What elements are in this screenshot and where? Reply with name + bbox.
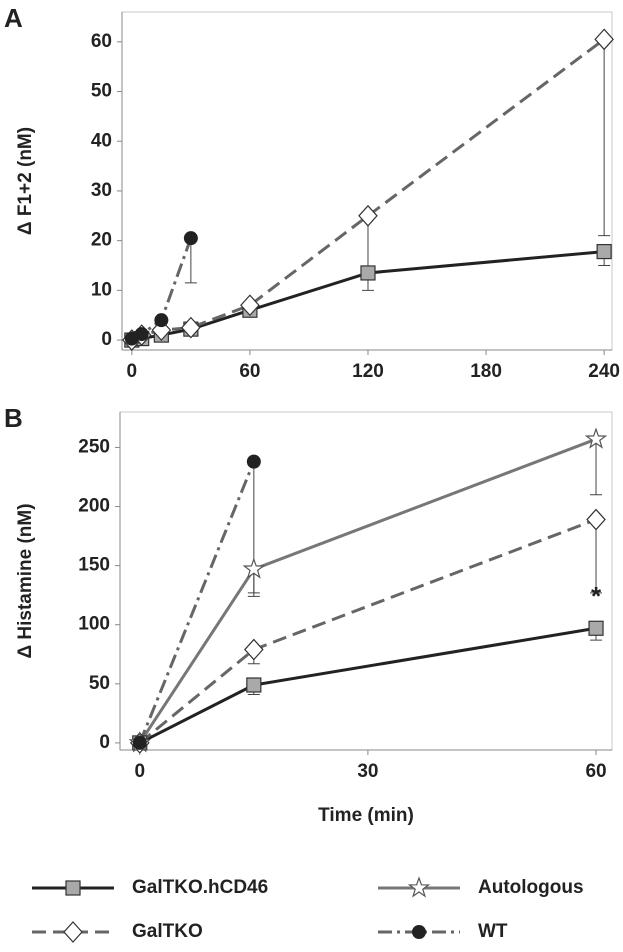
error-bar (598, 39, 611, 237)
x-tick-label: 60 (239, 361, 260, 382)
legend-label: GalTKO.hCD46 (132, 877, 268, 898)
plot-frame (121, 11, 613, 351)
y-tick-label: 0 (99, 732, 110, 753)
marker-diamond (586, 508, 606, 531)
marker-diamond (358, 204, 378, 227)
legend-marker (63, 921, 83, 943)
y-tick-label: 60 (91, 31, 112, 52)
y-axis-title: Δ F1+2 (nM) (15, 127, 36, 235)
error-bar (590, 439, 603, 496)
marker-circle (134, 327, 149, 342)
y-tick-label: 30 (91, 180, 112, 201)
marker-star (584, 427, 608, 449)
legend-marker (407, 876, 431, 898)
marker-square (588, 620, 604, 636)
y-axis-title: Δ Histamine (nM) (15, 503, 36, 658)
panel-label: A (4, 3, 23, 33)
error-bar (590, 519, 603, 594)
marker-square (246, 677, 262, 693)
x-tick-label: 0 (127, 361, 138, 382)
y-tick-label: 150 (78, 555, 110, 576)
marker-diamond (181, 316, 201, 339)
y-tick-label: 200 (78, 496, 110, 517)
y-tick-label: 100 (78, 614, 110, 635)
y-tick-label: 10 (91, 279, 112, 300)
marker-diamond (240, 294, 260, 317)
y-tick-label: 40 (91, 130, 112, 151)
y-tick-label: 20 (91, 230, 112, 251)
annotation: * (591, 581, 602, 611)
legend-label: Autologous (478, 877, 584, 898)
y-tick-label: 0 (101, 329, 112, 350)
x-tick-label: 120 (352, 361, 384, 382)
marker-circle (183, 231, 198, 246)
series-line (138, 461, 256, 744)
x-tick-label: 30 (357, 761, 378, 782)
x-tick-label: 0 (134, 761, 145, 782)
panel-label: B (4, 403, 23, 433)
legend-label: WT (478, 921, 508, 942)
x-axis-title: Time (min) (318, 805, 414, 826)
marker-circle (246, 454, 261, 469)
y-tick-label: 250 (78, 436, 110, 457)
y-tick-label: 50 (91, 81, 112, 102)
marker-diamond (594, 28, 614, 51)
x-tick-label: 240 (588, 361, 620, 382)
legend-marker (65, 880, 81, 896)
y-tick-label: 50 (89, 673, 110, 694)
marker-diamond (244, 638, 264, 661)
marker-square (360, 265, 376, 281)
marker-star (242, 557, 266, 579)
series-line (138, 437, 597, 744)
marker-circle (132, 735, 147, 750)
marker-square (596, 243, 612, 260)
legend-marker (412, 925, 426, 939)
x-tick-label: 180 (470, 361, 502, 382)
error-bar (184, 238, 197, 284)
series-line (131, 38, 606, 342)
marker-circle (154, 313, 169, 328)
x-tick-label: 60 (585, 761, 606, 782)
legend-label: GalTKO (132, 921, 203, 942)
